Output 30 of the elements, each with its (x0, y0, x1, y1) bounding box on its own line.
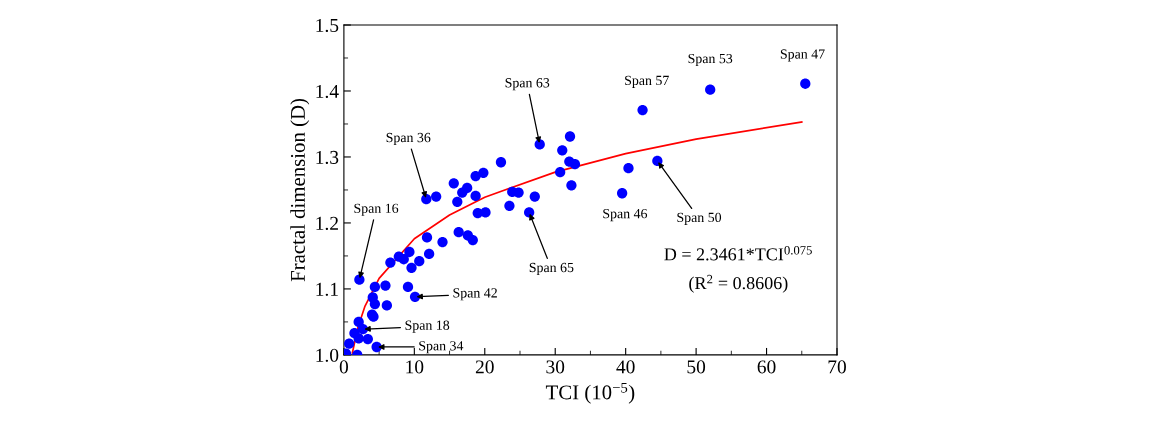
annotation: Span 50 (677, 212, 722, 225)
y-tick-label: 1.0 (316, 348, 339, 362)
annotation: Span 42 (453, 288, 497, 301)
y-tick-label: 1.4 (316, 84, 339, 99)
annotation: Span 18 (405, 320, 450, 333)
annotation: Span 16 (354, 203, 399, 216)
annotation: Span 34 (419, 341, 464, 354)
annotation: Span 46 (603, 208, 648, 222)
annotation: (R$^{2}$ = 0.8606) (689, 274, 788, 293)
x-tick-label: 70 (828, 360, 846, 374)
y-axis-title: Fractal dimension (D) (290, 98, 310, 282)
x-tick-label: 10 (406, 360, 424, 374)
annotation: Span 47 (780, 49, 825, 62)
x-tick-label: 30 (546, 360, 565, 374)
annotation: D = 2.3461*TCI$^{0.075}$ (664, 246, 812, 261)
annotation: Span 63 (505, 78, 550, 91)
annotation: Span 65 (529, 262, 574, 275)
x-tick-label: 50 (687, 360, 706, 374)
annotation: Span 53 (688, 53, 733, 67)
y-tick-label: 1.5 (316, 18, 339, 33)
annotation: Span 36 (386, 132, 431, 146)
y-tick-label: 1.1 (316, 282, 338, 296)
x-tick-label: 20 (475, 360, 494, 374)
annotation: Span 57 (625, 75, 669, 88)
x-tick-label: 60 (757, 360, 776, 374)
x-tick-label: 40 (616, 360, 635, 374)
x-tick-label: 0 (339, 360, 349, 374)
y-tick-label: 1.2 (316, 216, 338, 230)
y-tick-label: 1.3 (316, 150, 339, 164)
x-axis-title: TCI (10$^{−5}$) (545, 382, 635, 404)
